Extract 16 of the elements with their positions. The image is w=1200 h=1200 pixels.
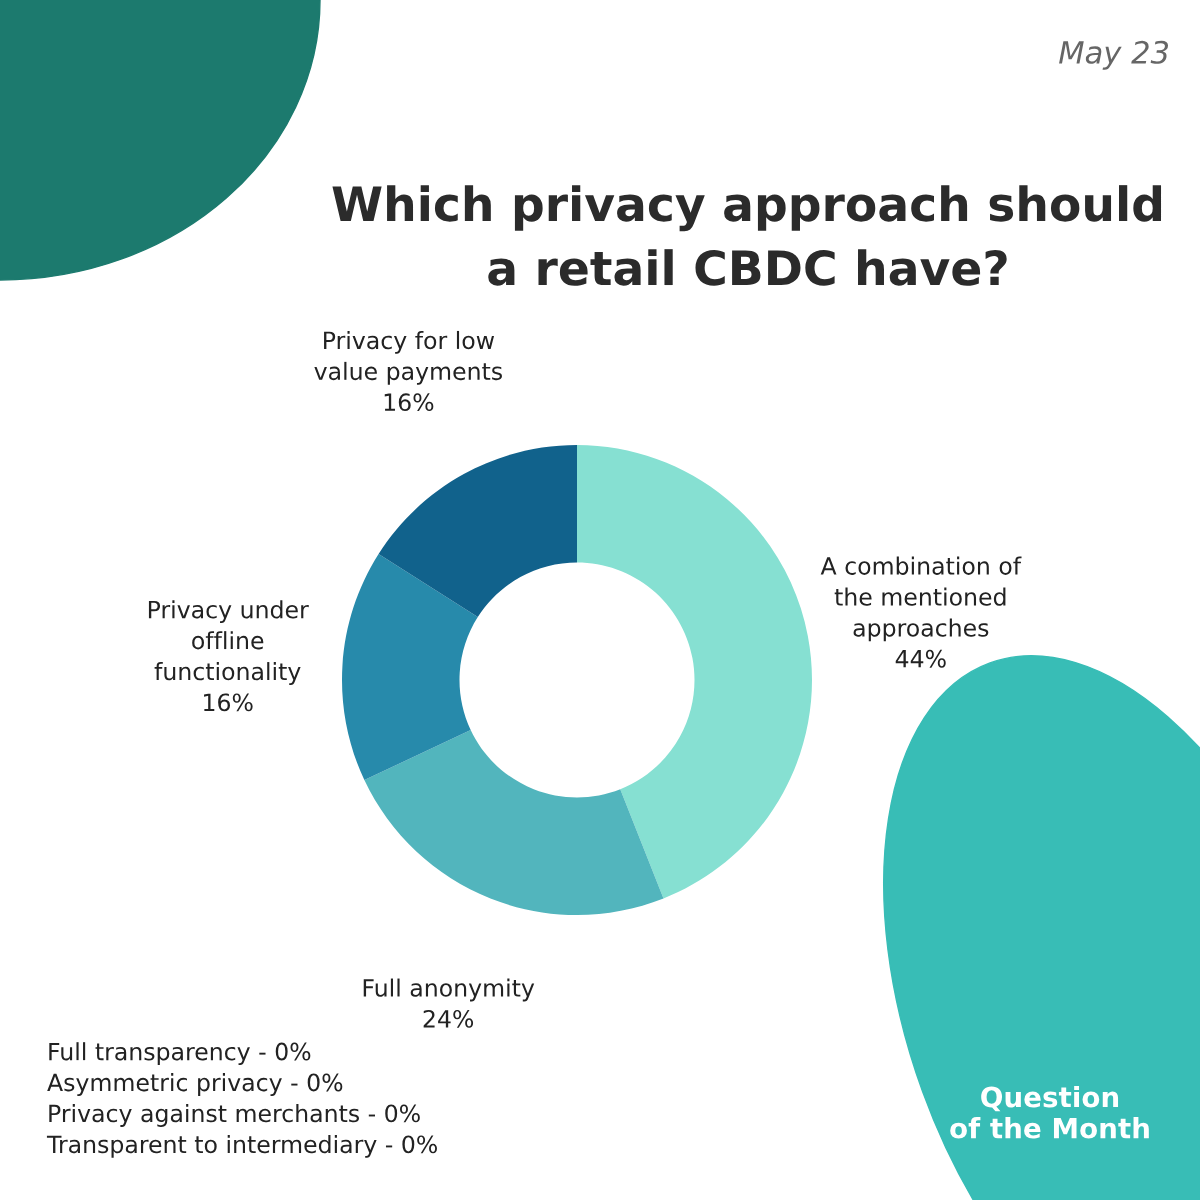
text: Question of the Month	[950, 1086, 1149, 1139]
donut-slice	[577, 445, 812, 899]
chart-title: Which privacy approach should a retail CBDC have?	[332, 185, 1162, 286]
text: May 23	[1059, 40, 1169, 70]
slice-label: Privacy for low value payments	[314, 330, 502, 385]
slice-label: A combination of the mentioned approaches	[820, 556, 1022, 642]
text: Full transparency - 0% Asymmetric privacy - 0% Privacy against merchants - 0% Transparent to intermediary - 0%	[46, 1042, 437, 1158]
data-label: 24%	[423, 1009, 474, 1028]
slice-label: Full anonymity	[363, 978, 535, 1002]
data-label: 16%	[384, 393, 434, 412]
donut-slice	[364, 730, 664, 915]
donut-slice	[342, 554, 478, 781]
data-label: 44%	[895, 649, 946, 668]
data-label: 16%	[204, 693, 253, 712]
donut-slice	[378, 445, 577, 618]
slice-label: Privacy under offline functionality	[148, 600, 309, 685]
